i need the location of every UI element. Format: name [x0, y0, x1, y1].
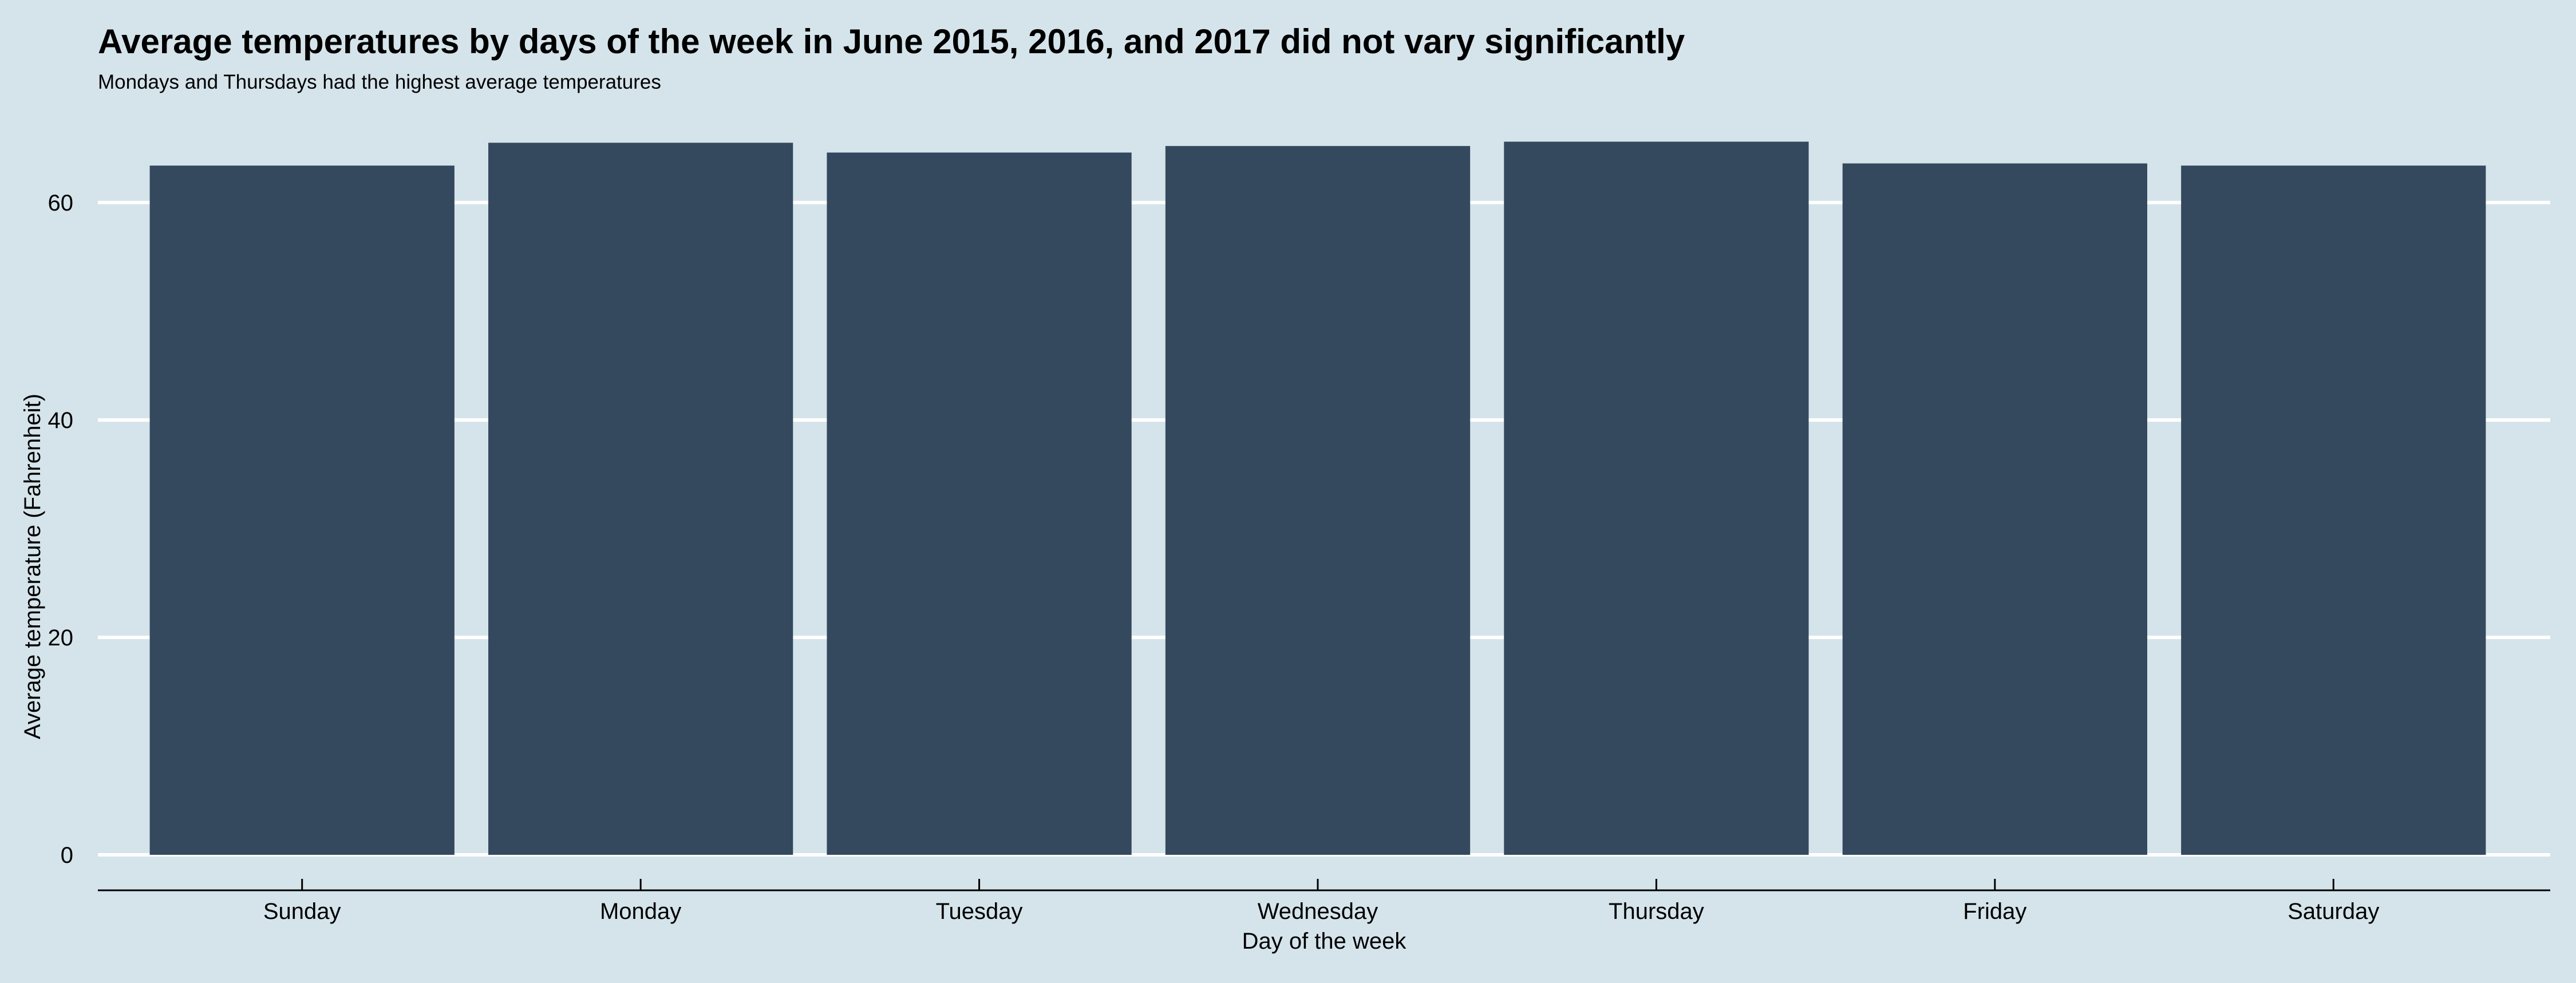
- x-tick-label: Sunday: [263, 899, 341, 924]
- y-tick-label: 60: [48, 191, 74, 216]
- x-tick-label: Friday: [1963, 899, 2026, 924]
- x-tick-label: Tuesday: [936, 899, 1023, 924]
- x-tick-label: Wednesday: [1258, 899, 1378, 924]
- y-tick-label: 20: [48, 625, 74, 651]
- bar-friday: [1842, 163, 2147, 855]
- y-axis-title: Average temperature (Fahrenheit): [20, 394, 45, 739]
- x-axis: [98, 879, 2550, 891]
- x-tick-labels: Sunday Monday Tuesday Wednesday Thursday Frid…: [263, 899, 2379, 924]
- bar-wednesday: [1165, 146, 1471, 855]
- x-tick-label: Saturday: [2287, 899, 2379, 924]
- y-tick-label: 40: [48, 408, 74, 433]
- bar-monday: [488, 142, 793, 855]
- x-tick-label: Thursday: [1609, 899, 1704, 924]
- y-tick-label: 0: [61, 843, 73, 868]
- chart-subtitle: Mondays and Thursdays had the highest av…: [98, 71, 661, 93]
- bars: [149, 141, 2486, 855]
- bar-tuesday: [827, 152, 1132, 855]
- bar-thursday: [1504, 141, 1809, 855]
- bar-saturday: [2181, 165, 2486, 855]
- chart-title: Average temperatures by days of the week…: [98, 22, 1685, 61]
- x-tick-label: Monday: [600, 899, 681, 924]
- x-axis-title: Day of the week: [1242, 929, 1407, 954]
- bar-sunday: [149, 165, 455, 855]
- y-tick-labels: 0 20 40 60: [48, 191, 74, 868]
